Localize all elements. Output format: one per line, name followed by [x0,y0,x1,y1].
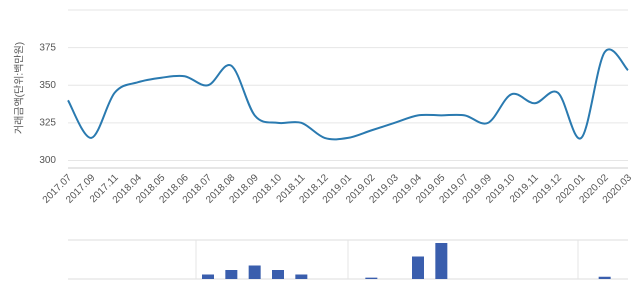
y-tick-label: 300 [39,155,56,166]
volume-bar [295,274,308,279]
volume-bar [412,256,424,279]
y-tick-label: 350 [39,80,56,91]
y-axis-label: 거래금액(단위:백만원) [13,42,26,134]
volume-bar [598,276,611,279]
y-tick-label: 325 [39,117,56,128]
volume-bar [272,270,284,279]
volume-bar [365,277,378,279]
price-line [67,48,629,141]
volume-bar [202,274,214,279]
volume-bar [225,270,238,279]
volume-bar [248,265,261,279]
y-tick-label: 375 [39,42,56,53]
volume-bar [435,243,448,279]
